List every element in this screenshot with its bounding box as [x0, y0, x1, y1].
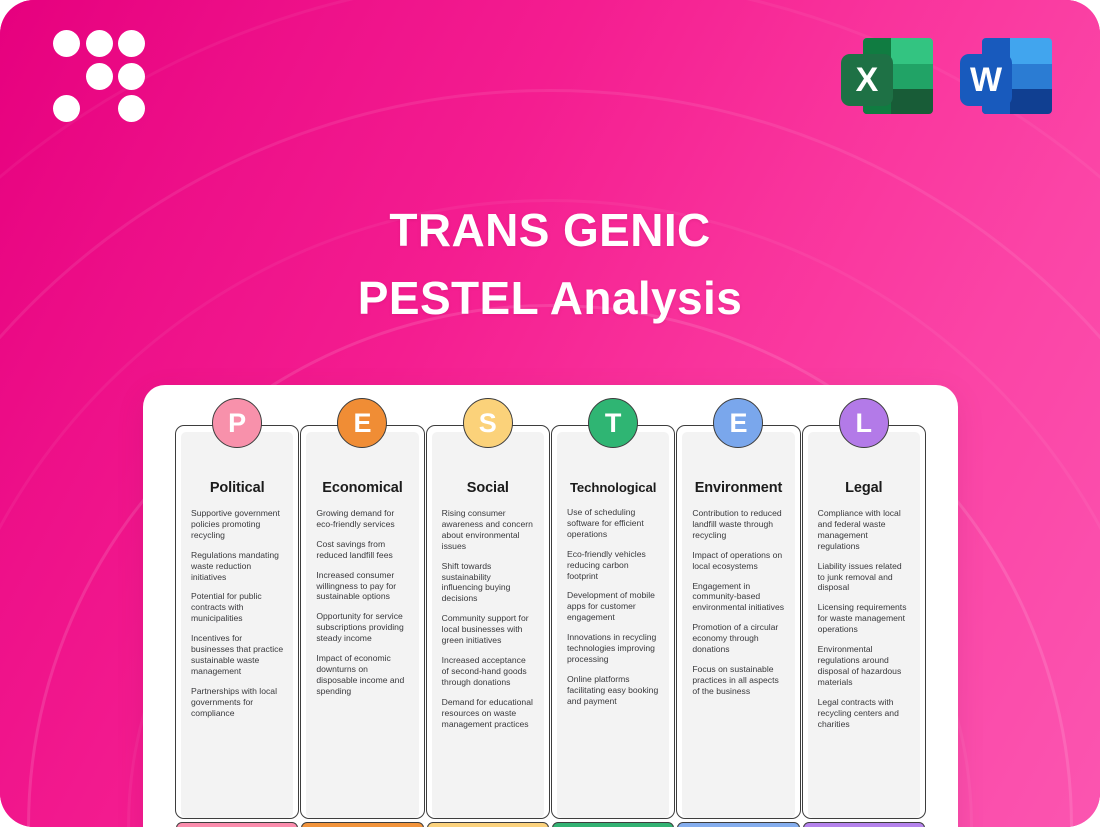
column-frame: L Legal Compliance with local and federal …: [801, 398, 926, 827]
column-bullet-list: Use of scheduling software for efficient…: [567, 507, 659, 707]
column-inner-panel: Economical Growing demand for eco-friendl…: [306, 432, 419, 818]
column-title: Environment: [694, 480, 783, 496]
bullet-item: Community support for local businesses w…: [441, 613, 529, 646]
bullet-item: Demand for educational resources on wast…: [441, 696, 533, 729]
bullet-item: Regulations mandating waste reduction in…: [191, 549, 279, 582]
column-frame: S Social Rising consumer awareness and con…: [425, 398, 550, 827]
column-inner-panel: Environment Contribution to reduced landf…: [682, 432, 795, 818]
bullet-item: Legal contracts with recycling centers a…: [817, 696, 899, 729]
column-frame: E Economical Growing demand for eco-friend…: [300, 398, 425, 827]
bullet-item: Promotion of a circular economy through …: [692, 622, 779, 655]
pestel-column-legal[interactable]: L Legal Compliance with local and federal …: [801, 398, 926, 827]
office-app-icons: X W: [841, 30, 1052, 122]
bullet-item: Contribution to reduced landfill waste t…: [692, 508, 782, 540]
bullet-item: Supportive government policies promoting…: [191, 508, 280, 540]
bullet-item: Engagement in community-based environmen…: [692, 580, 785, 613]
column-letter-badge: E: [337, 398, 388, 448]
bullet-item: Innovations in recycling technologies im…: [566, 632, 657, 664]
bullet-item: Use of scheduling software for efficient…: [566, 507, 644, 539]
bullet-item: Potential for public contracts with muni…: [191, 591, 262, 624]
pestel-column-technological[interactable]: T Technological Use of scheduling software…: [550, 398, 676, 827]
pestel-column-social[interactable]: S Social Rising consumer awareness and con…: [425, 398, 550, 827]
microsoft-word-icon[interactable]: W: [960, 30, 1052, 122]
shield-user-icon-strip[interactable]: [176, 822, 299, 827]
bullet-item: Online platforms facilitating easy booki…: [566, 673, 659, 706]
bullet-item: Growing demand for eco-friendly services: [316, 508, 395, 529]
leaf-icon-strip[interactable]: [677, 822, 800, 827]
column-frame: E Environment Contribution to reduced land…: [676, 398, 801, 827]
bullet-item: Environmental regulations around disposa…: [817, 644, 902, 687]
bullet-item: Compliance with local and federal waste …: [817, 508, 901, 551]
seven-dot-logo: [53, 30, 145, 122]
column-frame: P Political Supportive government policies…: [175, 398, 300, 827]
bar-chart-icon-strip[interactable]: [301, 822, 424, 827]
column-bullet-list: Rising consumer awareness and concern ab…: [442, 508, 534, 729]
bullet-item: Cost savings from reduced landfill fees: [316, 538, 393, 560]
microsoft-excel-icon[interactable]: X: [841, 30, 933, 122]
page-title: TRANS GENIC PESTEL Analysis: [0, 196, 1100, 332]
column-letter-badge: E: [713, 398, 764, 448]
bullet-item: Licensing requirements for waste managem…: [817, 602, 907, 635]
column-title: Political: [209, 480, 265, 496]
column-bullet-list: Compliance with local and federal waste …: [818, 508, 910, 729]
column-title: Legal: [845, 480, 883, 496]
pestel-column-environment[interactable]: E Environment Contribution to reduced land…: [676, 398, 801, 827]
bullet-item: Development of mobile apps for customer …: [566, 590, 655, 623]
bullet-item: Impact of economic downturns on disposab…: [316, 653, 405, 696]
user-circle-icon-strip[interactable]: [426, 822, 549, 827]
column-title: Social: [466, 480, 509, 496]
pestel-columns: P Political Supportive government policies…: [175, 398, 926, 827]
bullet-item: Shift towards sustainability influencing…: [441, 560, 511, 604]
column-frame: T Technological Use of scheduling software…: [550, 398, 676, 827]
title-line-1: TRANS GENIC: [389, 204, 711, 256]
column-inner-panel: Political Supportive government policies …: [181, 432, 294, 818]
column-bullet-list: Supportive government policies promoting…: [191, 508, 283, 719]
bullet-item: Opportunity for service subscriptions pr…: [316, 611, 404, 644]
bullet-item: Liability issues related to junk removal…: [817, 560, 902, 593]
bullet-item: Partnerships with local governments for …: [191, 685, 277, 718]
bullet-item: Increased consumer willingness to pay fo…: [316, 569, 397, 602]
bullet-item: Focus on sustainable practices in all as…: [692, 663, 779, 696]
bullet-item: Increased acceptance of second-hand good…: [441, 654, 527, 687]
column-letter-badge: T: [588, 398, 639, 448]
word-letter-tile: W: [960, 54, 1012, 106]
briefcase-icon-strip[interactable]: [802, 822, 925, 827]
bullet-item: Impact of operations on local ecosystems: [692, 549, 783, 571]
title-line-2: PESTEL Analysis: [357, 272, 743, 324]
pestel-column-political[interactable]: P Political Supportive government policies…: [175, 398, 300, 827]
bullet-item: Incentives for businesses that practice …: [191, 633, 284, 676]
column-letter-badge: P: [212, 398, 263, 448]
column-bullet-list: Growing demand for eco-friendly services…: [316, 508, 408, 697]
excel-letter-tile: X: [841, 54, 893, 106]
column-bullet-list: Contribution to reduced landfill waste t…: [692, 508, 784, 697]
column-inner-panel: Technological Use of scheduling software …: [556, 432, 670, 818]
pestel-column-economical[interactable]: E Economical Growing demand for eco-friend…: [300, 398, 425, 827]
column-title: Technological: [569, 480, 657, 495]
bullet-item: Eco-friendly vehicles reducing carbon fo…: [566, 548, 646, 581]
column-title: Economical: [322, 480, 403, 496]
bullet-item: Rising consumer awareness and concern ab…: [441, 508, 533, 551]
gear-icon-strip[interactable]: [551, 822, 675, 827]
column-letter-badge: S: [462, 398, 513, 448]
pestel-card: P Political Supportive government policies…: [143, 385, 958, 827]
column-inner-panel: Social Rising consumer awareness and conc…: [431, 432, 544, 818]
column-inner-panel: Legal Compliance with local and federal w…: [807, 432, 920, 818]
column-letter-badge: L: [838, 398, 889, 448]
